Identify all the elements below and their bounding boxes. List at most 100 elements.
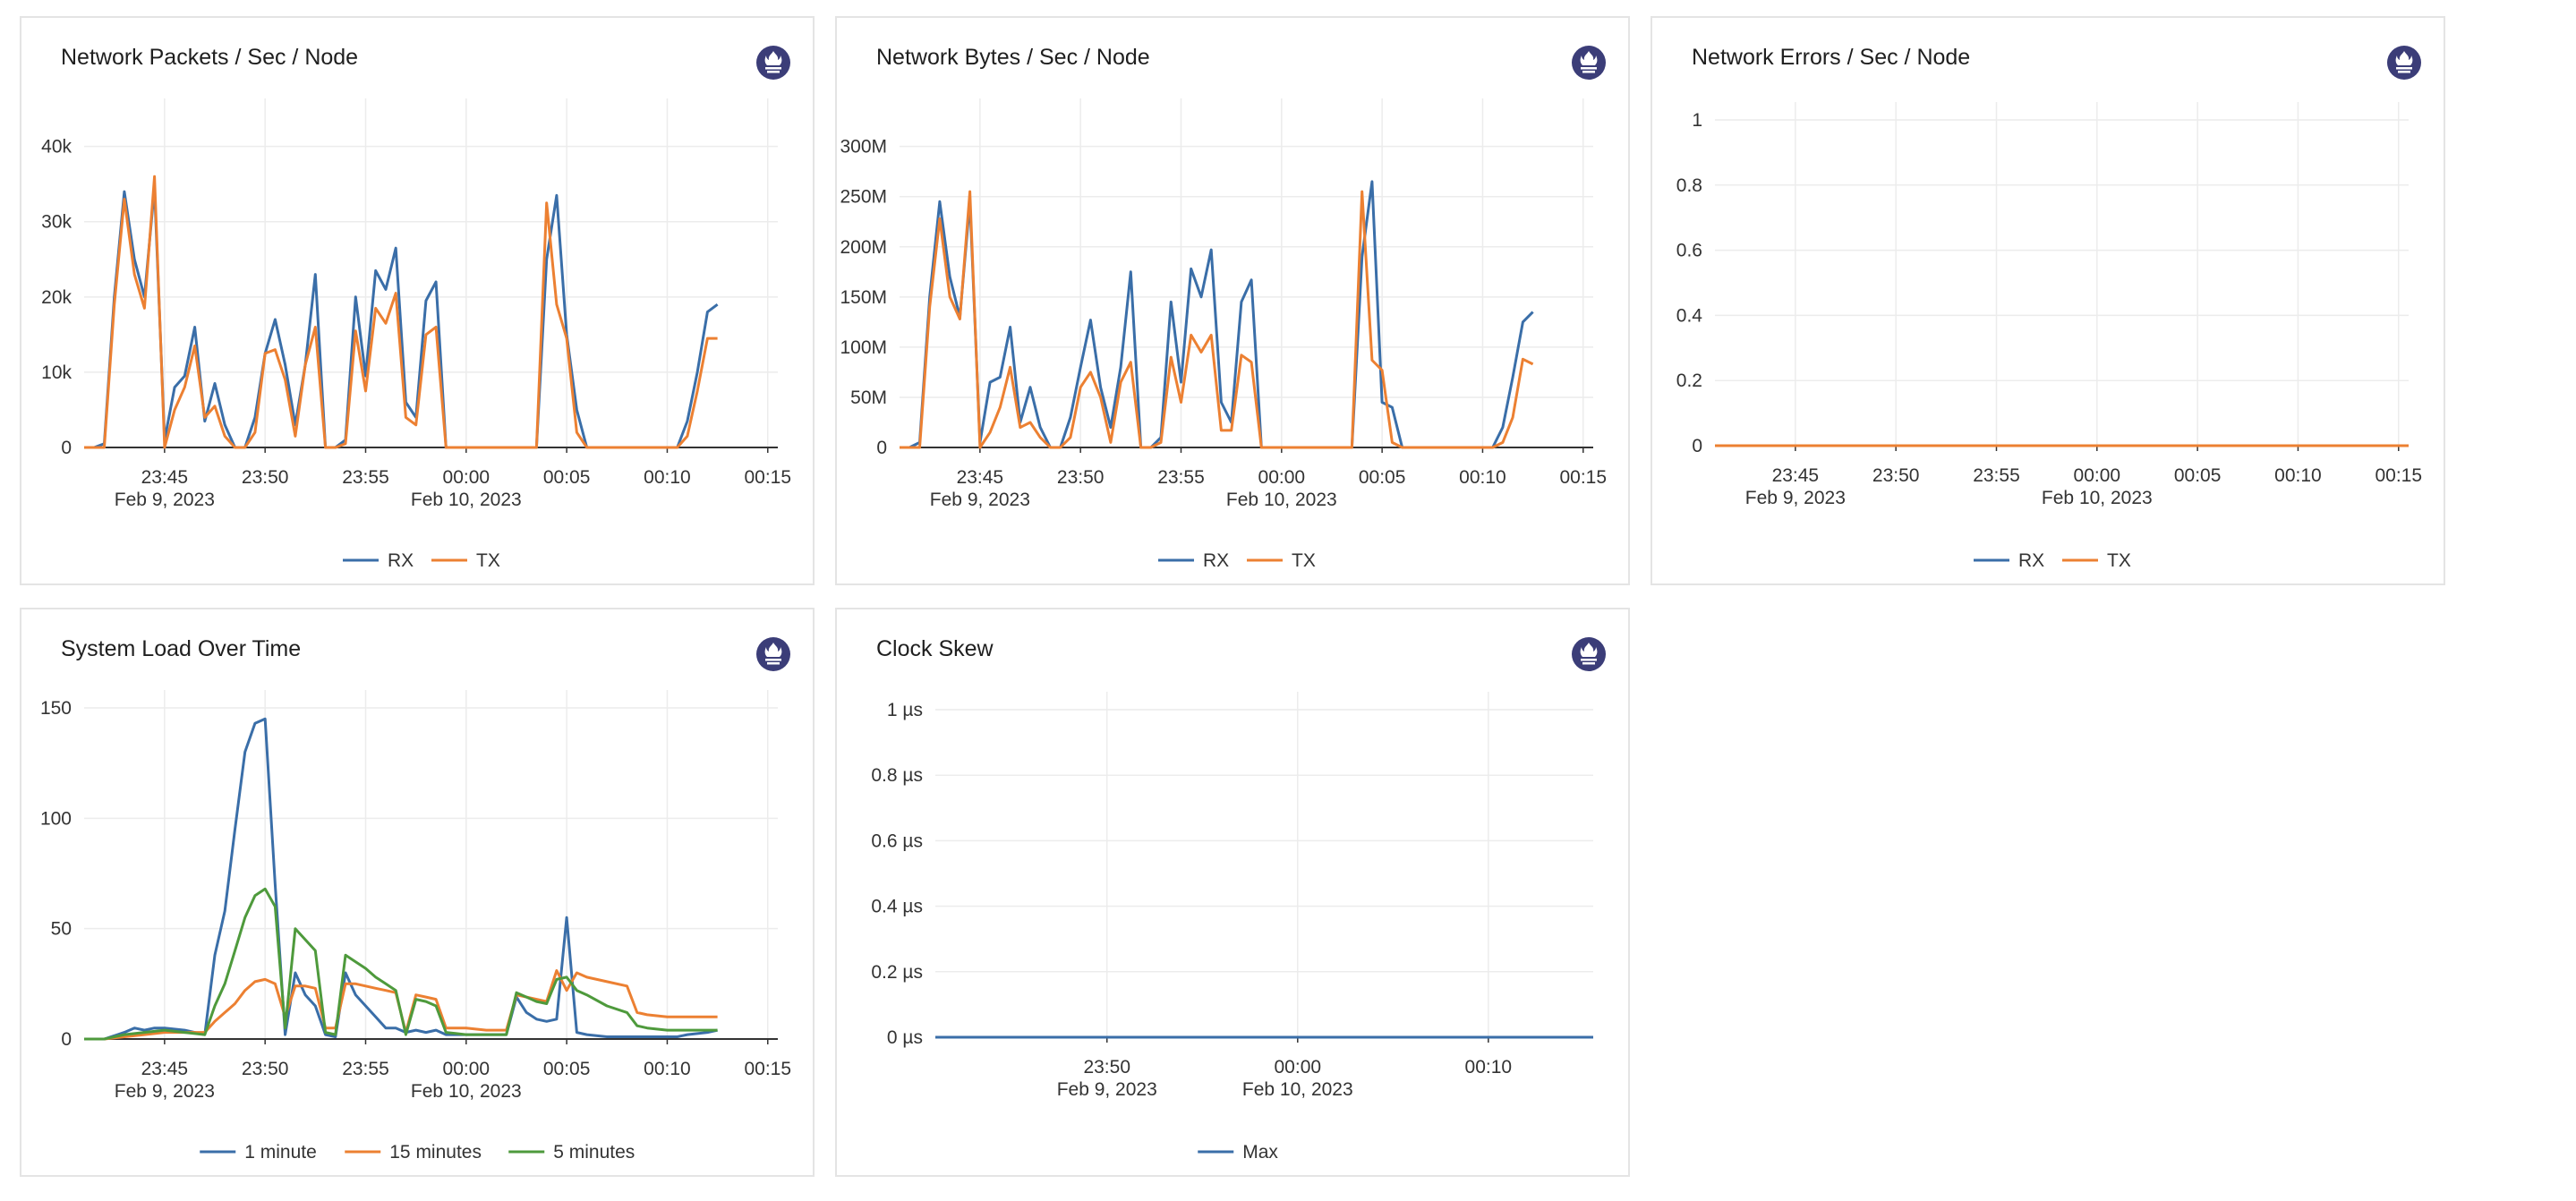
x-tick-label: 23:45: [957, 467, 1004, 488]
y-tick-label: 0.6: [1676, 241, 1702, 261]
x-tick-label: 23:50: [1872, 465, 1920, 486]
x-tick-label: 23:45: [141, 1059, 189, 1079]
y-tick-label: 0.2: [1676, 371, 1702, 391]
x-tick-label: 23:55: [1157, 467, 1205, 488]
y-tick-label: 0: [61, 438, 72, 458]
y-tick-label: 100M: [840, 337, 887, 358]
y-tick-label: 0.8 µs: [871, 765, 923, 786]
x-tick-label: 00:10: [2274, 465, 2322, 486]
panel-clock-skew: Clock Skew 0 µs 0.2 µs 0.4 µs 0.6 µs 0.8 µs 1…: [835, 608, 1630, 1177]
y-tick-label: 50: [51, 919, 72, 940]
panel-system-load: System Load Over Time 0 50 100 150 23:45 Feb …: [20, 608, 815, 1177]
x-tick-label: 23:45: [1772, 465, 1820, 486]
y-tick-label: 0: [1692, 436, 1702, 456]
x-tick-date: Feb 10, 2023: [1242, 1079, 1353, 1100]
x-tick-label: 00:00: [1275, 1057, 1322, 1077]
x-tick-label: 00:10: [1459, 467, 1506, 488]
legend-label: 1 minute: [244, 1142, 317, 1163]
prometheus-icon[interactable]: [1571, 636, 1607, 672]
x-tick-date: Feb 10, 2023: [411, 490, 522, 510]
y-tick-label: 0.4: [1676, 305, 1703, 326]
panel-network-packets: Network Packets / Sec / Node 0 10k 20k 30k 4…: [20, 16, 815, 585]
legend-label: TX: [476, 550, 500, 571]
series-line-rx: [84, 186, 719, 449]
x-tick-label: 00:00: [1258, 467, 1306, 488]
x-tick-date: Feb 9, 2023: [115, 490, 215, 510]
x-tick-label: 00:10: [1465, 1057, 1513, 1077]
y-tick-label: 1: [1692, 110, 1702, 131]
y-tick-label: 0.8: [1676, 175, 1702, 196]
x-tick-label: 00:10: [644, 467, 691, 488]
legend-label: RX: [2018, 550, 2044, 571]
x-tick-date: Feb 10, 2023: [2042, 488, 2153, 508]
y-tick-label: 0.6 µs: [871, 830, 923, 851]
y-tick-label: 50M: [850, 388, 887, 408]
y-tick-label: 0: [61, 1029, 72, 1050]
x-tick-label: 23:55: [342, 1059, 389, 1079]
series-line-1-minute: [84, 717, 718, 1041]
y-tick-label: 1 µs: [887, 700, 923, 720]
x-tick-label: 23:45: [141, 467, 189, 488]
y-tick-label: 0: [876, 438, 887, 458]
series-line-rx: [900, 180, 1534, 449]
panel-title: Network Packets / Sec / Node: [61, 45, 359, 70]
clock-skew-chart: 0 µs0.2 µs0.4 µs0.6 µs0.8 µs1 µs23:50Feb…: [871, 692, 1593, 1163]
y-tick-label: 250M: [840, 187, 887, 208]
legend-label: TX: [2107, 550, 2131, 571]
x-tick-label: 00:05: [2174, 465, 2222, 486]
x-tick-label: 23:55: [342, 467, 389, 488]
x-tick-label: 00:05: [1359, 467, 1406, 488]
x-tick-label: 00:15: [744, 467, 791, 488]
legend-label: RX: [1203, 550, 1229, 571]
y-tick-label: 0.4 µs: [871, 897, 923, 917]
y-tick-label: 0.2 µs: [871, 962, 923, 983]
x-tick-date: Feb 9, 2023: [115, 1081, 215, 1102]
y-tick-label: 30k: [41, 212, 72, 233]
y-tick-label: 10k: [41, 362, 72, 383]
y-tick-label: 100: [40, 808, 72, 829]
panel-network-errors: Network Errors / Sec / Node 0 0.2 0.4 0.6 0.…: [1651, 16, 2445, 585]
x-tick-label: 00:05: [543, 467, 591, 488]
y-tick-label: 200M: [840, 237, 887, 258]
y-tick-label: 40k: [41, 137, 72, 158]
legend-label: TX: [1292, 550, 1316, 571]
panel-title: Network Bytes / Sec / Node: [876, 45, 1150, 70]
x-tick-label: 00:00: [443, 1059, 490, 1079]
series-line-tx: [84, 175, 718, 449]
x-tick-label: 00:00: [2074, 465, 2121, 486]
series-line-15-minutes: [84, 969, 718, 1041]
panel-title: Clock Skew: [876, 636, 994, 661]
x-tick-label: 23:50: [1083, 1057, 1130, 1077]
x-tick-date: Feb 10, 2023: [1226, 490, 1337, 510]
x-tick-label: 00:15: [744, 1059, 791, 1079]
x-tick-label: 23:50: [242, 467, 289, 488]
y-tick-label: 150: [40, 698, 72, 719]
x-tick-date: Feb 10, 2023: [411, 1081, 522, 1102]
panel-network-bytes: Network Bytes / Sec / Node 0 50M 100M 150M 2…: [835, 16, 1630, 585]
series-line-5-minutes: [84, 887, 718, 1041]
x-tick-label: 00:10: [644, 1059, 691, 1079]
x-tick-date: Feb 9, 2023: [1745, 488, 1846, 508]
prometheus-icon[interactable]: [2386, 45, 2422, 81]
prometheus-icon[interactable]: [755, 45, 791, 81]
x-tick-label: 00:15: [2375, 465, 2422, 486]
legend-label: 15 minutes: [389, 1142, 482, 1163]
prometheus-icon[interactable]: [1571, 45, 1607, 81]
prometheus-icon[interactable]: [755, 636, 791, 672]
x-tick-date: Feb 9, 2023: [1057, 1079, 1157, 1100]
y-tick-label: 20k: [41, 287, 72, 308]
x-tick-label: 23:55: [1973, 465, 2020, 486]
legend-label: RX: [388, 550, 414, 571]
legend-label: Max: [1242, 1142, 1278, 1163]
panel-title: System Load Over Time: [61, 636, 302, 661]
x-tick-label: 00:05: [543, 1059, 591, 1079]
y-tick-label: 0 µs: [887, 1027, 923, 1048]
y-tick-label: 300M: [840, 137, 887, 158]
legend-label: 5 minutes: [553, 1142, 635, 1163]
x-tick-label: 23:50: [1057, 467, 1105, 488]
series-line-tx: [900, 190, 1534, 449]
